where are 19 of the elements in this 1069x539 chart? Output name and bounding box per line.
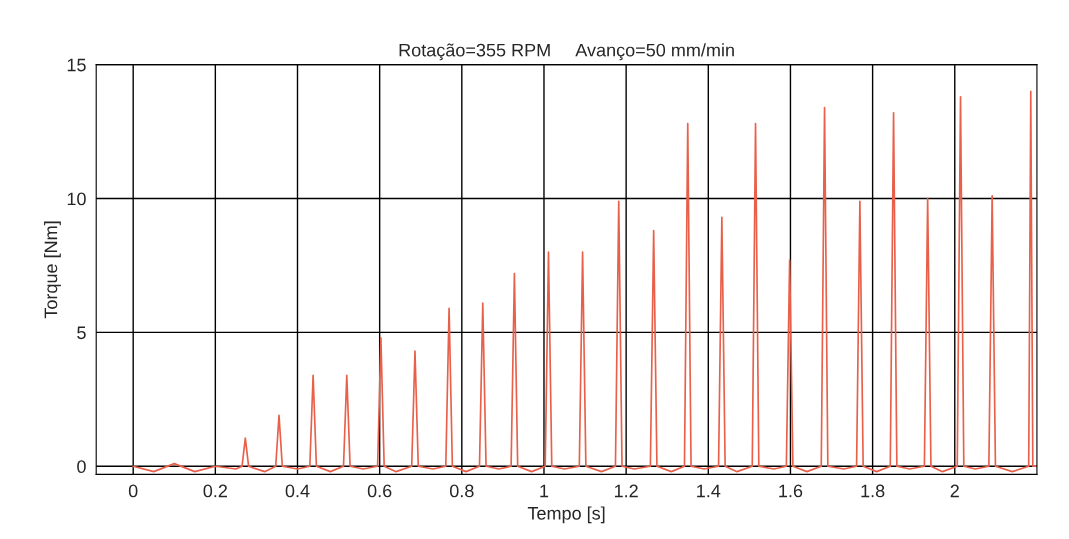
x-tick-label: 0.2 [203, 484, 227, 498]
x-axis-title: Tempo [s] [527, 506, 605, 524]
y-tick-label: 10 [67, 192, 86, 206]
x-tick-label: 0.8 [449, 484, 474, 498]
x-tick-label: 0.4 [285, 484, 310, 498]
x-tick-label: 1 [540, 484, 549, 498]
x-tick-label: 1.6 [779, 484, 803, 498]
y-tick-label: 15 [67, 58, 86, 72]
x-tick-label: 0 [128, 484, 138, 498]
x-tick-label: 1.4 [697, 484, 721, 498]
x-tick-label: 1.8 [861, 484, 885, 498]
x-tick-label: 0.6 [367, 484, 392, 498]
line-series [132, 90, 1037, 473]
x-tick-label: 2 [950, 484, 959, 498]
y-tick-label: 5 [77, 326, 86, 340]
x-tick-label: 1.2 [614, 484, 638, 498]
y-tick-label: 0 [77, 460, 86, 474]
chart-title: Rotação=355 RPM Avanço=50 mm/min [399, 43, 734, 61]
y-axis-title: Torque [Nm] [44, 221, 61, 319]
